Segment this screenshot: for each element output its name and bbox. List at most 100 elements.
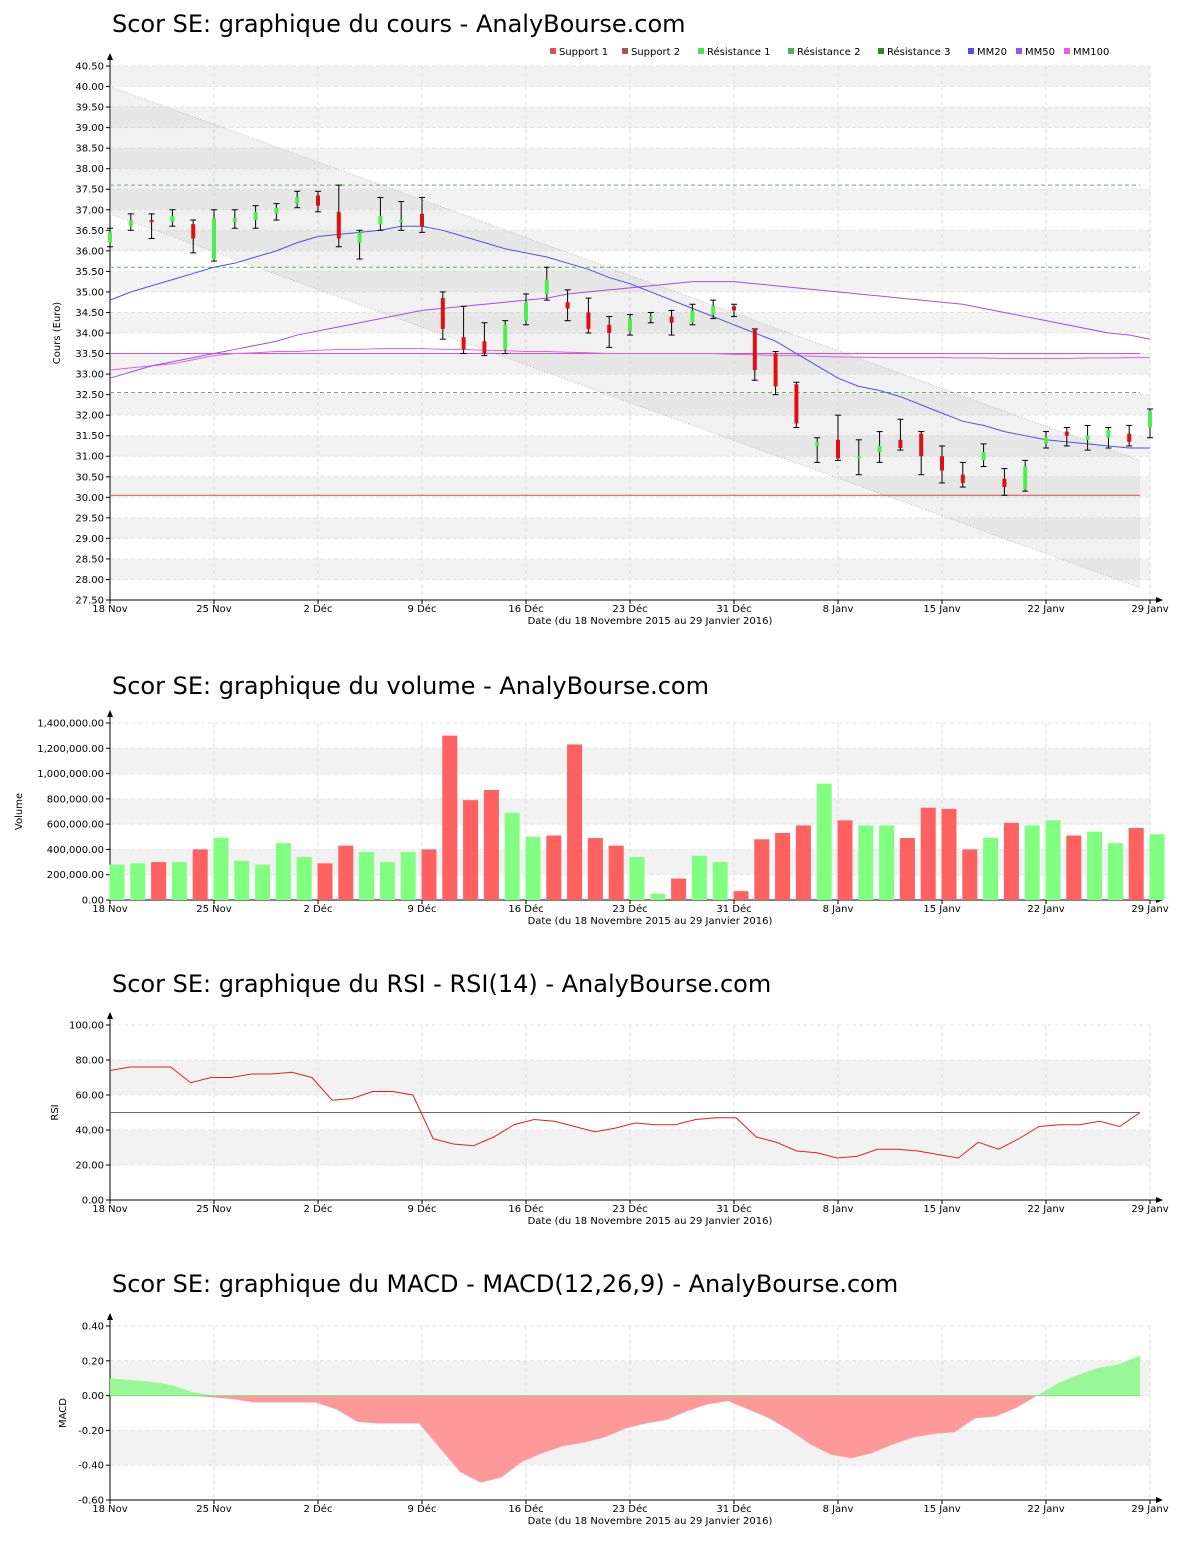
volume-xtick-label: 23 Déc <box>612 903 647 915</box>
volume-ytick-label: 800,000.00 <box>47 794 104 805</box>
price-xtick-label: 9 Déc <box>408 603 437 615</box>
candle-up <box>128 220 133 227</box>
price-ytick-label: 28.50 <box>75 554 104 565</box>
candle-down <box>836 439 840 459</box>
candle-down <box>773 353 778 387</box>
price-ytick-label: 36.50 <box>75 226 104 237</box>
volume-bar <box>712 862 728 900</box>
rsi-y-label: RSI <box>50 1104 61 1120</box>
candle-down <box>794 384 799 424</box>
volume-bar <box>1149 834 1165 900</box>
price-x-arrow <box>1156 597 1163 603</box>
volume-bar <box>1003 822 1019 900</box>
price-xtick-label: 18 Nov <box>92 604 128 615</box>
legend-label: Support 2 <box>631 47 680 58</box>
price-xtick-label: 8 Janv <box>823 604 854 615</box>
volume-bar <box>629 857 645 900</box>
candle-down <box>1127 433 1132 442</box>
volume-bar <box>525 836 541 900</box>
volume-bar <box>192 849 208 900</box>
volume-bar <box>338 845 354 900</box>
macd-xtick-label: 22 Janv <box>1027 1504 1064 1515</box>
volume-ytick-label: 200,000.00 <box>47 870 104 881</box>
volume-bar <box>899 838 915 900</box>
macd-xtick-label: 8 Janv <box>823 1504 854 1515</box>
price-ytick-label: 33.50 <box>75 349 104 360</box>
volume-bar <box>941 808 957 900</box>
macd-xtick-label: 16 Déc <box>508 1503 543 1515</box>
macd-y-label: MACD <box>58 1398 69 1428</box>
price-xtick-label: 15 Janv <box>923 604 960 615</box>
candle-down <box>316 195 320 206</box>
volume-bar <box>109 864 125 900</box>
legend-swatch <box>1064 48 1070 54</box>
volume-bar <box>795 825 811 900</box>
volume-xtick-label: 9 Déc <box>408 903 437 915</box>
mm50-line <box>109 281 1151 379</box>
rsi-xtick-label: 23 Déc <box>612 1203 647 1215</box>
legend-label: Résistance 3 <box>887 46 950 58</box>
volume-bar <box>234 860 250 900</box>
candle-down <box>669 316 674 323</box>
volume-bar <box>816 783 832 900</box>
price-ytick-label: 33.00 <box>75 370 104 381</box>
macd-x-arrow <box>1156 1497 1163 1503</box>
volume-bar <box>1066 835 1082 900</box>
price-xtick-label: 29 Janv <box>1131 604 1168 615</box>
volume-xtick-label: 25 Nov <box>196 904 232 915</box>
candle-up <box>378 215 383 225</box>
volume-bar <box>983 838 999 900</box>
macd-xtick-label: 2 Déc <box>304 1503 333 1515</box>
price-xtick-label: 31 Déc <box>716 603 751 615</box>
macd-xtick-label: 23 Déc <box>612 1503 647 1515</box>
candle-down <box>898 439 903 449</box>
legend-swatch <box>1016 48 1022 54</box>
candle-down <box>607 324 612 333</box>
volume-bar <box>359 851 375 900</box>
volume-bar <box>879 825 895 900</box>
legend-label: Support 1 <box>559 47 608 58</box>
legend-label: MM20 <box>977 47 1007 58</box>
price-ytick-label: 29.50 <box>75 513 104 524</box>
volume-x-label: Date (du 18 Novembre 2015 au 29 Janvier … <box>528 916 773 927</box>
price-ytick-label: 36.00 <box>75 246 104 257</box>
price-panel: Scor SE: graphique du cours - AnalyBours… <box>0 0 1200 640</box>
volume-xtick-label: 18 Nov <box>92 904 128 915</box>
volume-y-arrow <box>107 710 113 717</box>
candle-down <box>565 302 570 309</box>
candle-up <box>399 220 404 223</box>
rsi-ytick-label: 80.00 <box>75 1056 104 1067</box>
price-ytick-label: 40.00 <box>75 82 104 93</box>
legend-label: MM100 <box>1073 47 1109 58</box>
candle-up <box>274 207 279 214</box>
rsi-xtick-label: 29 Janv <box>1131 1204 1168 1215</box>
legend-swatch <box>698 48 704 54</box>
macd-x-label: Date (du 18 Novembre 2015 au 29 Janvier … <box>528 1516 773 1527</box>
candle-down <box>440 298 445 329</box>
candle-down <box>1064 431 1069 436</box>
rsi-chart: 0.00 20.00 40.00 60.00 80.00 100.00 18 Nov 25 N… <box>50 1012 1169 1227</box>
price-ytick-label: 32.00 <box>75 411 104 422</box>
rsi-line <box>109 1066 1141 1159</box>
volume-bar <box>733 891 749 900</box>
macd-xtick-label: 31 Déc <box>716 1503 751 1515</box>
candle-down <box>732 306 736 311</box>
volume-chart: 0.00 200,000.00 400,000.00 600,000.00 800,00… <box>14 710 1169 927</box>
macd-y-arrow <box>107 1313 113 1320</box>
mm100-line <box>109 348 1150 371</box>
price-x-label: Date (du 18 Novembre 2015 au 29 Janvier … <box>528 616 773 627</box>
volume-bar <box>962 849 978 900</box>
legend-label: MM50 <box>1025 47 1055 58</box>
macd-xtick-label: 25 Nov <box>196 1504 232 1515</box>
candle-up <box>232 217 237 223</box>
volume-bar <box>587 838 603 900</box>
candle-up <box>981 452 986 461</box>
price-ytick-label: 27.50 <box>75 596 104 607</box>
volume-bar <box>275 843 291 900</box>
rsi-xtick-label: 25 Nov <box>196 1204 232 1215</box>
price-xtick-label: 25 Nov <box>196 604 232 615</box>
volume-xtick-label: 2 Déc <box>304 903 333 915</box>
rsi-ytick-label: 60.00 <box>75 1091 104 1102</box>
volume-y-label: Volume <box>14 793 25 830</box>
rsi-xtick-label: 31 Déc <box>716 1203 751 1215</box>
